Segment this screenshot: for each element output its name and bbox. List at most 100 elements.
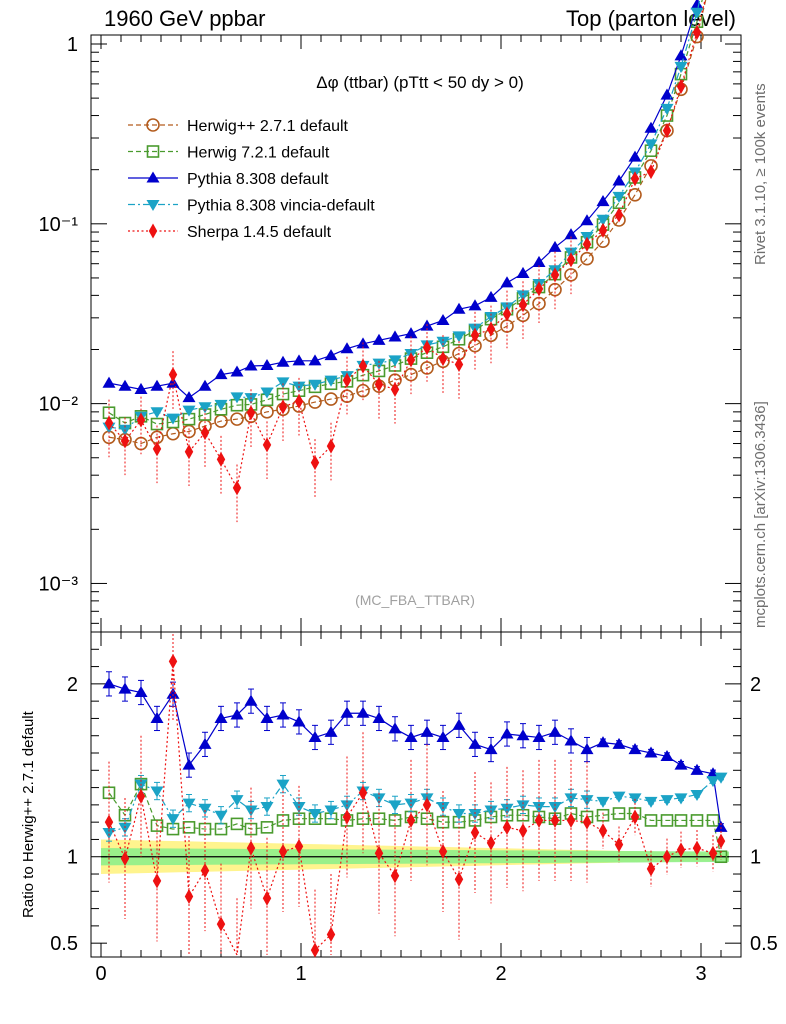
ratio-point <box>374 845 384 861</box>
ratio-point <box>292 715 306 727</box>
data-point <box>660 88 674 100</box>
data-point <box>644 121 658 133</box>
ratio-point <box>168 653 178 669</box>
data-point <box>216 451 226 467</box>
legend-marker <box>146 199 160 211</box>
ratio-point <box>690 789 704 801</box>
ratio-line <box>108 776 722 834</box>
ratio-point <box>580 743 594 755</box>
data-point <box>120 433 130 449</box>
data-point <box>452 331 466 343</box>
data-point <box>486 321 496 337</box>
data-point <box>182 405 196 417</box>
ratio-point <box>646 861 656 877</box>
ratio-point <box>388 800 402 812</box>
data-point <box>628 187 642 202</box>
watermark: (MC_FBA_TTBAR) <box>355 592 475 608</box>
data-point <box>406 352 416 368</box>
header-left: 1960 GeV ppbar <box>104 6 266 31</box>
ratio-line <box>108 661 722 957</box>
ratio-point <box>244 822 258 836</box>
ratio-point <box>644 796 658 808</box>
data-point <box>246 405 256 421</box>
ratio-point <box>582 814 592 830</box>
ratio-point <box>390 868 400 884</box>
ratio-point <box>564 734 578 746</box>
data-point <box>550 267 560 283</box>
ratio-point <box>246 840 256 856</box>
ratio-point <box>516 729 530 741</box>
data-point <box>644 139 658 151</box>
ratio-point <box>550 812 560 828</box>
ratio-y-tick-label-right: 1 <box>750 847 761 869</box>
data-point <box>324 392 338 406</box>
ratio-y-tick-label: 1 <box>67 847 78 869</box>
ratio-point <box>214 810 228 822</box>
ratio-point <box>166 687 180 699</box>
ratio-point <box>244 694 258 706</box>
data-point <box>628 150 642 162</box>
ratio-line <box>108 782 722 857</box>
ratio-point <box>714 772 728 784</box>
ratio-point <box>596 796 610 808</box>
data-point <box>342 372 352 388</box>
data-point <box>484 290 498 302</box>
ratio-point <box>182 821 196 834</box>
data-point <box>516 290 530 302</box>
ratio-point <box>676 842 686 858</box>
data-point <box>104 415 114 431</box>
ratio-point <box>660 749 674 762</box>
y-tick-label: 1 <box>67 34 78 56</box>
data-point <box>534 281 544 297</box>
ratio-point <box>230 708 244 720</box>
legend-label: Herwig 7.2.1 default <box>187 145 330 162</box>
data-point <box>340 342 354 354</box>
ratio-point <box>468 808 482 821</box>
ratio-point <box>262 890 272 906</box>
x-tick-label: 3 <box>695 963 706 985</box>
legend-label: Pythia 8.308 vincia-default <box>187 198 375 215</box>
data-point <box>310 455 320 471</box>
data-point <box>484 311 498 324</box>
ratio-point <box>614 837 624 853</box>
data-point <box>674 49 688 61</box>
ratio-point <box>708 845 718 861</box>
ratio-point <box>324 725 338 737</box>
data-point <box>646 164 656 180</box>
ratio-point <box>134 686 148 698</box>
ratio-point <box>118 682 132 694</box>
ratio-point <box>150 711 164 723</box>
ratio-point <box>612 791 626 803</box>
ratio-point <box>276 708 290 720</box>
data-point <box>502 306 512 322</box>
data-point <box>596 195 610 207</box>
chart-title: Δφ (ttbar) (pTtt < 50 dy > 0) <box>316 73 524 92</box>
ratio-point <box>118 822 132 834</box>
data-point <box>612 191 626 203</box>
ratio-point <box>310 942 320 958</box>
legend-marker <box>146 171 160 183</box>
data-point <box>404 327 418 339</box>
data-point <box>278 399 288 415</box>
ratio-y-tick-label-right: 2 <box>750 674 761 696</box>
series-line <box>108 0 703 425</box>
ratio-point <box>294 838 304 854</box>
data-point <box>358 358 368 374</box>
ratio-point <box>674 814 688 827</box>
ratio-point <box>120 850 130 866</box>
data-point <box>294 393 304 409</box>
ratio-point <box>486 835 496 851</box>
data-point <box>102 376 116 388</box>
data-point <box>308 379 322 391</box>
ratio-point <box>566 812 576 828</box>
series-line <box>108 0 699 399</box>
data-point <box>260 358 274 371</box>
data-point <box>262 437 272 453</box>
legend-label: Sherpa 1.4.5 default <box>187 224 332 241</box>
ratio-point <box>518 823 528 839</box>
x-tick-label: 0 <box>95 963 106 985</box>
ratio-point <box>216 916 226 932</box>
ratio-point <box>630 809 640 825</box>
ratio-point <box>500 727 514 739</box>
data-point <box>134 382 148 394</box>
